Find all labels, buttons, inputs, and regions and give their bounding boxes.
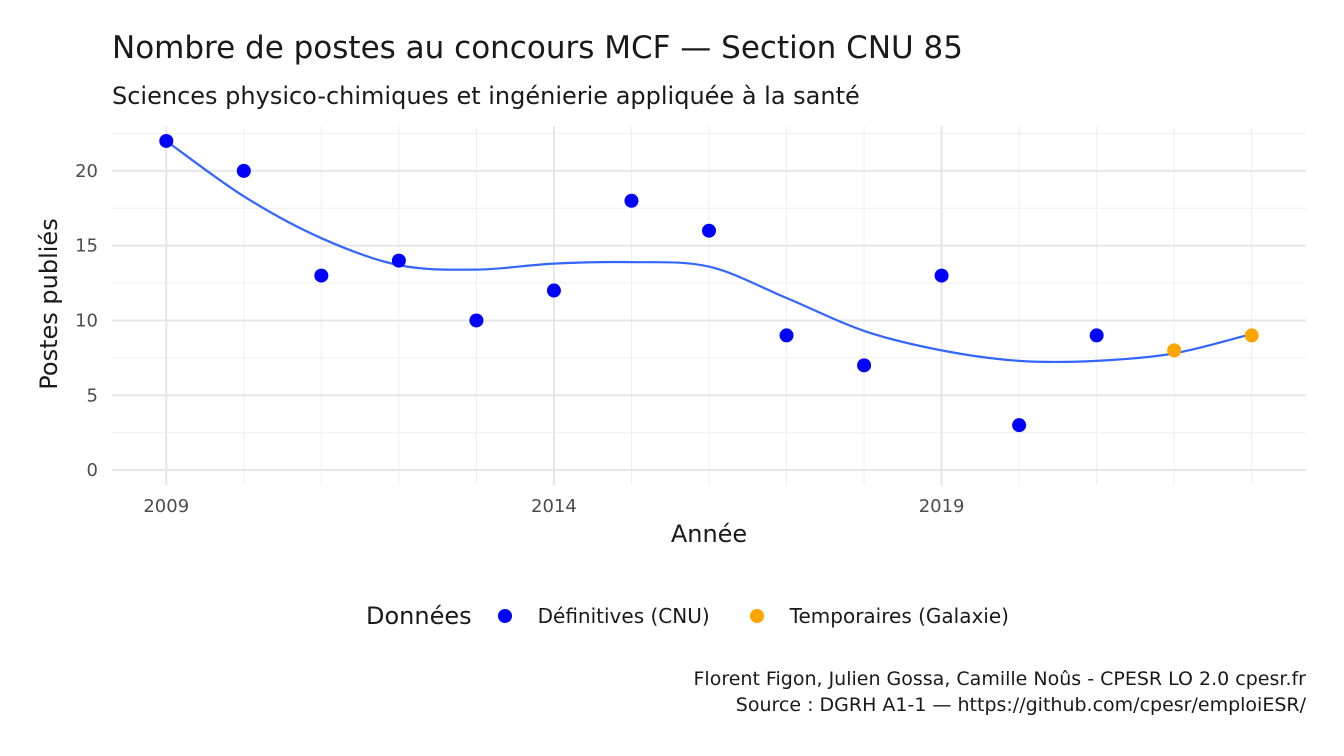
y-tick-label: 0: [87, 460, 98, 481]
data-point-definitive: [391, 253, 406, 268]
data-point-definitive: [1012, 418, 1027, 433]
chart-title: Nombre de postes au concours MCF — Secti…: [112, 30, 964, 66]
legend-item-temporaires: Temporaires (Galaxie): [749, 604, 1009, 628]
legend-dot-icon: [749, 609, 764, 623]
data-point-definitive: [702, 223, 716, 238]
data-point-definitive: [857, 358, 872, 373]
x-tick-label: 2009: [143, 496, 189, 517]
x-tick-label: 2014: [531, 496, 577, 517]
data-point-definitive: [779, 328, 794, 343]
y-tick-label: 5: [87, 385, 98, 406]
data-point-definitive: [159, 133, 174, 148]
data-point-temporaire: [1244, 328, 1259, 343]
legend-title: Données: [366, 602, 472, 630]
legend-label: Définitives (CNU): [537, 604, 710, 628]
y-tick-label: 20: [75, 161, 98, 182]
caption-authors: Florent Figon, Julien Gossa, Camille Noû…: [693, 668, 1306, 690]
y-tick-label: 10: [75, 310, 98, 331]
data-point-definitive: [546, 283, 561, 298]
data-point-definitive: [1089, 328, 1104, 343]
data-point-definitive: [624, 193, 639, 208]
caption: Florent Figon, Julien Gossa, Camille Noû…: [693, 666, 1306, 718]
legend-label: Temporaires (Galaxie): [789, 604, 1009, 628]
chart-subtitle: Sciences physico-chimiques et ingénierie…: [112, 82, 860, 110]
data-point-definitive: [469, 313, 484, 328]
data-point-temporaire: [1167, 343, 1182, 358]
y-tick-label: 15: [75, 236, 98, 257]
legend-item-definitives: Définitives (CNU): [497, 604, 710, 628]
trend-line: [165, 140, 1252, 364]
x-axis-label: Année: [670, 520, 748, 548]
data-point-definitive: [934, 268, 949, 283]
data-point-definitive: [314, 268, 329, 283]
x-tick-label: 2019: [919, 496, 965, 517]
caption-source: Source : DGRH A1-1 — https://github.com/…: [735, 694, 1306, 716]
legend-dot-icon: [497, 609, 512, 623]
legend: Données Définitives (CNU) Temporaires (G…: [366, 602, 1049, 630]
data-point-definitive: [236, 163, 251, 178]
y-axis-label: Postes publiés: [35, 218, 63, 390]
